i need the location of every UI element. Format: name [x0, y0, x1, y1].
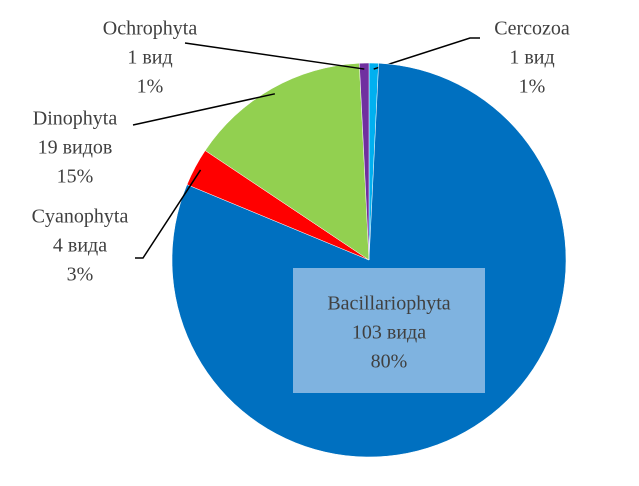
value-label: 19 видов	[38, 137, 113, 159]
value-label: 1 вид	[127, 47, 172, 69]
leader-line	[135, 169, 202, 259]
leader-line	[184, 42, 365, 70]
pie-slice	[204, 62, 370, 261]
pie-slice	[359, 62, 370, 261]
value-label: 4 вида	[53, 235, 107, 257]
leader-line	[373, 37, 480, 70]
value-label: 103 вида	[352, 322, 426, 344]
percent-label: 1%	[519, 76, 546, 98]
percent-label: 15%	[57, 166, 94, 188]
percent-label: 1%	[137, 76, 164, 98]
category-label: Cercozoa	[494, 18, 570, 40]
category-label: Bacillariophyta	[327, 293, 450, 315]
percent-label: 3%	[67, 264, 94, 286]
value-label: 1 вид	[509, 47, 554, 69]
percent-label: 80%	[371, 351, 408, 373]
category-label: Ochrophyta	[103, 18, 198, 40]
leader-line	[132, 93, 276, 126]
label-box	[293, 268, 485, 393]
category-label: Dinophyta	[33, 108, 118, 130]
category-label: Cyanophyta	[32, 206, 129, 228]
